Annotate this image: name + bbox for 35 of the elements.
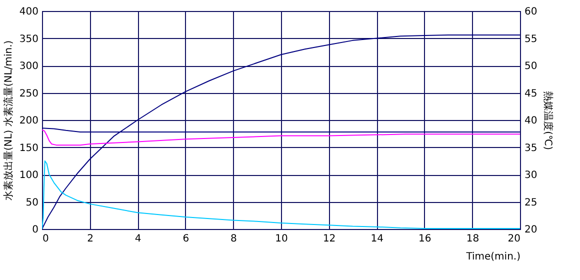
y2-tick-label: 50	[524, 61, 538, 72]
y-tick-label: 250	[19, 88, 38, 100]
x-tick-label: 4	[134, 234, 142, 244]
x-tick-label: 2	[87, 234, 94, 244]
y2-tick-label: 35	[524, 142, 538, 154]
y-tick-label: 350	[19, 34, 38, 45]
x-tick-label: 14	[370, 234, 384, 244]
line-series	[42, 129, 520, 146]
line-series	[42, 34, 520, 229]
y-tick-label: 150	[19, 142, 38, 154]
y2-tick-label: 20	[524, 224, 538, 236]
y-tick-label: 50	[26, 197, 38, 208]
y2-tick-label: 40	[524, 116, 538, 126]
y2-tick-label: 55	[524, 34, 538, 45]
y2-tick-label: 60	[524, 6, 538, 18]
y2-tick-label: 25	[524, 197, 538, 208]
y-tick-label: 100	[19, 170, 38, 181]
line-series	[42, 160, 520, 229]
y-tick-label: 200	[19, 116, 38, 126]
x-tick-label: 16	[418, 234, 432, 244]
y2-axis-title: 熱媒温度(℃)	[542, 90, 554, 150]
x-tick-label: 12	[322, 234, 336, 244]
x-tick-label: 18	[466, 234, 480, 244]
y2-tick-label: 30	[524, 170, 538, 181]
x-axis-title: Time(min.)	[465, 252, 521, 262]
y-tick-label: 300	[19, 61, 38, 72]
x-tick-label: 0	[42, 234, 49, 244]
y-tick-label: 0	[32, 224, 38, 236]
x-tick-label: 6	[182, 234, 190, 244]
y-tick-label: 400	[19, 6, 38, 18]
x-tick-label: 20	[508, 234, 520, 244]
y2-tick-label: 45	[524, 88, 538, 100]
x-tick-label: 8	[230, 234, 237, 244]
y-axis-title: 水素放出量(NL) 水素流量(NL/min.)	[2, 40, 14, 201]
x-tick-label: 10	[275, 234, 288, 244]
